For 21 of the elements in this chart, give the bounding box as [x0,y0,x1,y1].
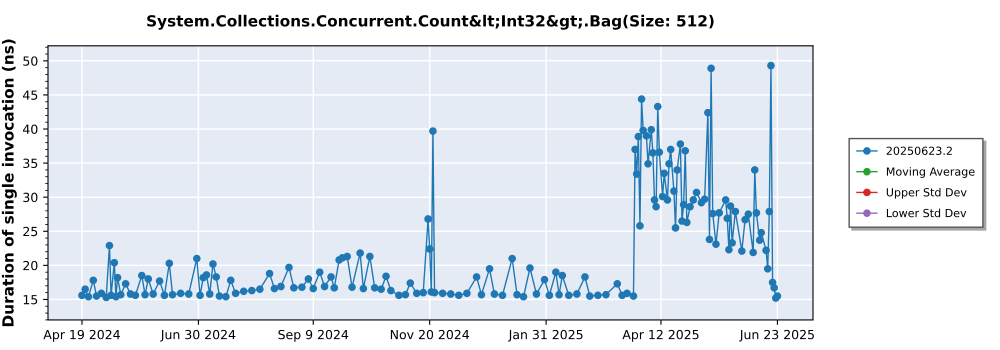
y-axis-title: Duration of single invocation (ns) [2,40,17,326]
x-tick-label: Jan 31 2025 [508,330,583,342]
x-tick-label: Jun 30 2024 [160,330,236,342]
y-tick-label: 15 [24,295,38,304]
x-tick-label: Apr 19 2024 [43,330,120,342]
x-tick-label: Jun 23 2025 [739,330,814,342]
y-tick-label: 35 [23,158,38,168]
chart-title: System.Collections.Concurrent.Count&lt;Int32&gt;.Bag(Size: 512) [147,14,714,30]
y-tick-label: 40 [22,124,38,134]
y-tick-label: 30 [23,192,38,202]
x-tick-label: Sep 9 2024 [278,330,348,342]
legend-label: Upper Std Dev [886,188,967,199]
x-tick-label: Apr 12 2025 [622,330,699,342]
legend-label: Moving Average [886,167,975,178]
y-tick-label: 45 [22,90,38,100]
y-tick-label: 20 [23,260,38,270]
y-tick-label: 50 [23,56,38,66]
x-tick-label: Nov 20 2024 [390,330,470,340]
legend-label: 20250623.2 [886,146,952,155]
y-tick-label: 25 [23,226,38,236]
legend-label: Lower Std Dev [886,208,966,218]
